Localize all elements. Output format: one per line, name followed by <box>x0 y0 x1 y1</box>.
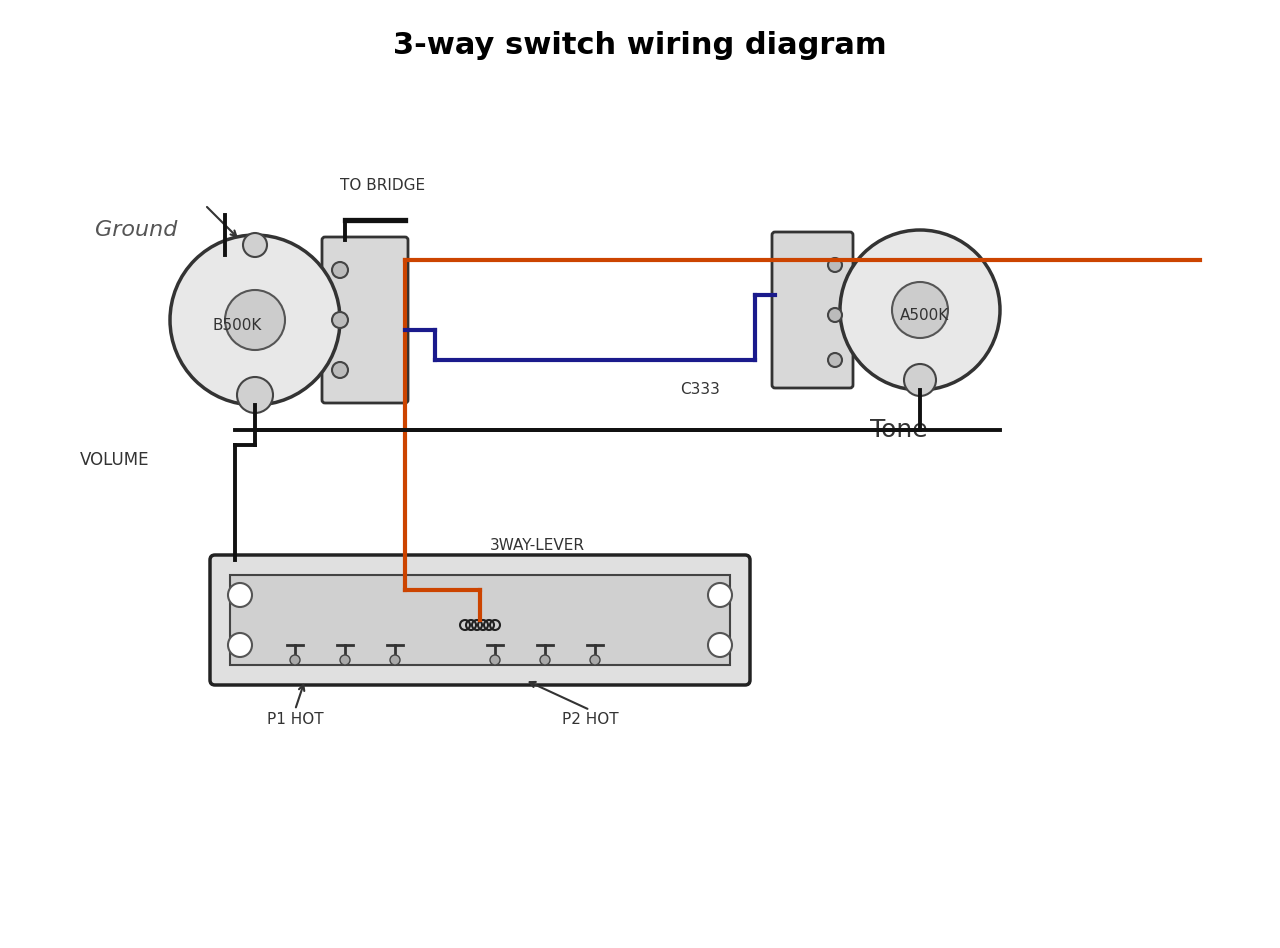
Circle shape <box>390 655 399 665</box>
Text: P1 HOT: P1 HOT <box>266 713 324 727</box>
Circle shape <box>237 377 273 413</box>
Circle shape <box>228 633 252 657</box>
FancyBboxPatch shape <box>323 237 408 403</box>
Text: A500K: A500K <box>900 307 950 322</box>
Circle shape <box>828 353 842 367</box>
Circle shape <box>840 230 1000 390</box>
Circle shape <box>228 583 252 607</box>
Circle shape <box>708 583 732 607</box>
Bar <box>230 575 730 665</box>
Circle shape <box>332 312 348 328</box>
Circle shape <box>243 233 268 257</box>
FancyBboxPatch shape <box>210 555 750 685</box>
Text: B500K: B500K <box>212 318 261 333</box>
Text: Ground: Ground <box>95 220 178 240</box>
Circle shape <box>828 308 842 322</box>
Circle shape <box>904 364 936 396</box>
Text: TO BRIDGE: TO BRIDGE <box>340 177 425 192</box>
Circle shape <box>892 282 948 338</box>
FancyBboxPatch shape <box>772 232 852 388</box>
Circle shape <box>170 235 340 405</box>
Text: 3WAY-LEVER: 3WAY-LEVER <box>490 538 585 553</box>
Text: C333: C333 <box>680 382 719 397</box>
Text: VOLUME: VOLUME <box>79 451 150 469</box>
Circle shape <box>332 262 348 278</box>
Circle shape <box>490 655 500 665</box>
Circle shape <box>332 362 348 378</box>
Text: Tone: Tone <box>870 418 928 442</box>
Text: 3-way switch wiring diagram: 3-way switch wiring diagram <box>393 30 887 60</box>
Text: P2 HOT: P2 HOT <box>562 713 618 727</box>
Circle shape <box>708 633 732 657</box>
Circle shape <box>590 655 600 665</box>
Circle shape <box>291 655 300 665</box>
Circle shape <box>828 258 842 272</box>
Circle shape <box>340 655 349 665</box>
Circle shape <box>225 290 285 350</box>
Circle shape <box>540 655 550 665</box>
